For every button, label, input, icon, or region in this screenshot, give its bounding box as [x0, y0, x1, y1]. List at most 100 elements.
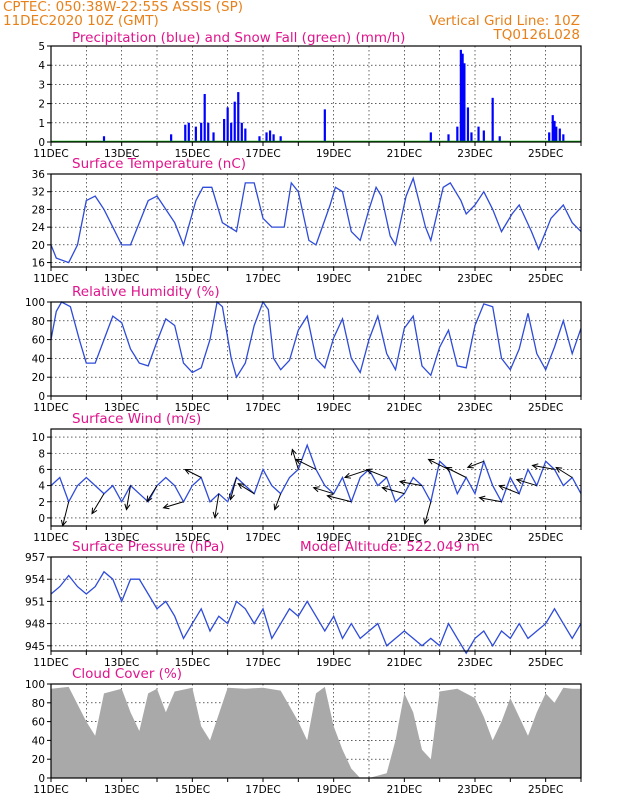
wind-arrowhead [294, 458, 303, 465]
wind-arrowhead [531, 463, 539, 470]
temp-xtick-label: 25DEC [528, 273, 563, 285]
wind-arrow [382, 487, 405, 495]
wind-arrowhead [498, 484, 506, 491]
rh-xtick-label: 21DEC [387, 402, 422, 414]
wind-arrow [555, 467, 573, 478]
temp-line [50, 176, 582, 264]
wind-arrowhead [146, 495, 153, 503]
precip-bar [491, 97, 494, 142]
temp-xtick-label: 19DEC [316, 273, 351, 285]
precip-bar [240, 122, 243, 142]
wind-arrowhead [478, 495, 486, 502]
precip-bar [429, 132, 432, 142]
temp-xtick-label: 13DEC [104, 273, 139, 285]
precip-xtick-label: 23DEC [457, 148, 492, 160]
wind-xtick-label: 19DEC [316, 532, 351, 544]
precip-bar [207, 122, 210, 142]
wind-arrowhead [290, 448, 297, 456]
wind-arrowhead [343, 472, 352, 479]
wind-panel: Surface Wind (m/s) 0 2 4 6 8 10 11DEC 13DEC 15DEC… [32, 411, 582, 544]
cloud-xtick-label: 17DEC [245, 784, 280, 796]
temp-xtick-label: 11DEC [33, 273, 68, 285]
rh-line [50, 300, 582, 379]
rh-xtick-label: 19DEC [316, 402, 351, 414]
wind-arrowhead [326, 494, 334, 500]
cloud-xtick-label: 23DEC [457, 784, 492, 796]
precip-bar [456, 126, 459, 142]
precip-bar [272, 134, 275, 142]
temp-ytick-label: 28 [32, 204, 45, 216]
wind-arrow [344, 468, 370, 478]
wind-arrowhead [273, 503, 280, 511]
precip-xtick-label: 17DEC [245, 148, 280, 160]
press-xtick-label: 21DEC [387, 657, 422, 669]
rh-ytick-label: 40 [32, 353, 45, 365]
precip-bar [482, 130, 485, 142]
precip-title: Precipitation (blue) and Snow Fall (gree… [72, 30, 405, 46]
cloud-xtick-label: 21DEC [387, 784, 422, 796]
wind-arrow [424, 501, 432, 524]
temp-ytick-label: 20 [32, 240, 45, 252]
precip-xtick-label: 19DEC [316, 148, 351, 160]
precip-ytick-label: 2 [38, 99, 45, 111]
rh-frame [50, 301, 582, 397]
precip-ytick-label: 1 [38, 118, 45, 130]
press-xtick-label: 23DEC [457, 657, 492, 669]
wind-arrowhead [365, 468, 373, 475]
rh-xtick-label: 17DEC [245, 402, 280, 414]
precip-bar [203, 94, 206, 142]
precip-bar [461, 53, 464, 142]
wind-xtick-label: 11DEC [33, 532, 68, 544]
precip-ytick-label: 5 [38, 41, 45, 53]
press-ytick-label: 954 [25, 574, 45, 586]
precip-bar [553, 120, 556, 142]
wind-xtick-label: 23DEC [457, 532, 492, 544]
press-ytick-label: 951 [25, 596, 45, 608]
cloud-cover-area [51, 686, 581, 778]
temp-xtick-label: 23DEC [457, 273, 492, 285]
press-frame [50, 556, 582, 652]
temp-xtick-label: 15DEC [175, 273, 210, 285]
precip-bar [498, 136, 501, 142]
precip-bar [562, 134, 565, 142]
cloud-xtick-label: 13DEC [104, 784, 139, 796]
wind-ytick-label: 4 [38, 481, 45, 493]
cloud-ytick-label: 20 [32, 754, 45, 766]
precip-frame [50, 45, 582, 143]
wind-xtick-label: 17DEC [245, 532, 280, 544]
press-title: Surface Pressure (hPa) [72, 539, 225, 555]
wind-arrow [399, 481, 423, 487]
temp-ytick-label: 36 [32, 169, 46, 181]
wind-ytick-label: 6 [38, 464, 45, 476]
rh-ytick-label: 20 [32, 372, 45, 384]
precip-bar [237, 92, 240, 142]
precip-xtick-label: 13DEC [104, 148, 139, 160]
header-grid-note: Vertical Grid Line: 10Z [429, 13, 580, 29]
wind-arrowhead [515, 478, 523, 485]
wind-title: Surface Wind (m/s) [72, 411, 201, 427]
precip-panel: Precipitation (blue) and Snow Fall (gree… [33, 30, 582, 160]
wind-arrow [291, 449, 299, 470]
wind-arrow [516, 479, 537, 487]
wind-arrowhead [445, 466, 453, 473]
wind-ytick-label: 8 [38, 448, 45, 460]
wind-arrowhead [466, 462, 474, 469]
wind-arrow [163, 501, 184, 509]
rh-xtick-label: 13DEC [104, 402, 139, 414]
wind-arrow [274, 493, 282, 510]
press-xtick-label: 11DEC [33, 657, 68, 669]
rh-xtick-label: 25DEC [528, 402, 563, 414]
precip-bar [223, 118, 226, 142]
precip-bar [102, 136, 106, 142]
cloud-xtick-label: 11DEC [33, 784, 68, 796]
precip-bar [477, 126, 480, 142]
wind-arrow [532, 464, 555, 470]
precip-bar [466, 107, 470, 142]
precip-ytick-label: 3 [38, 79, 45, 91]
press-xtick-label: 13DEC [104, 657, 139, 669]
rh-xtick-label: 15DEC [175, 402, 210, 414]
rh-ytick-label: 80 [32, 316, 45, 328]
wind-ytick-label: 2 [38, 497, 45, 509]
wind-xtick-label: 13DEC [104, 532, 139, 544]
press-line [50, 570, 582, 655]
